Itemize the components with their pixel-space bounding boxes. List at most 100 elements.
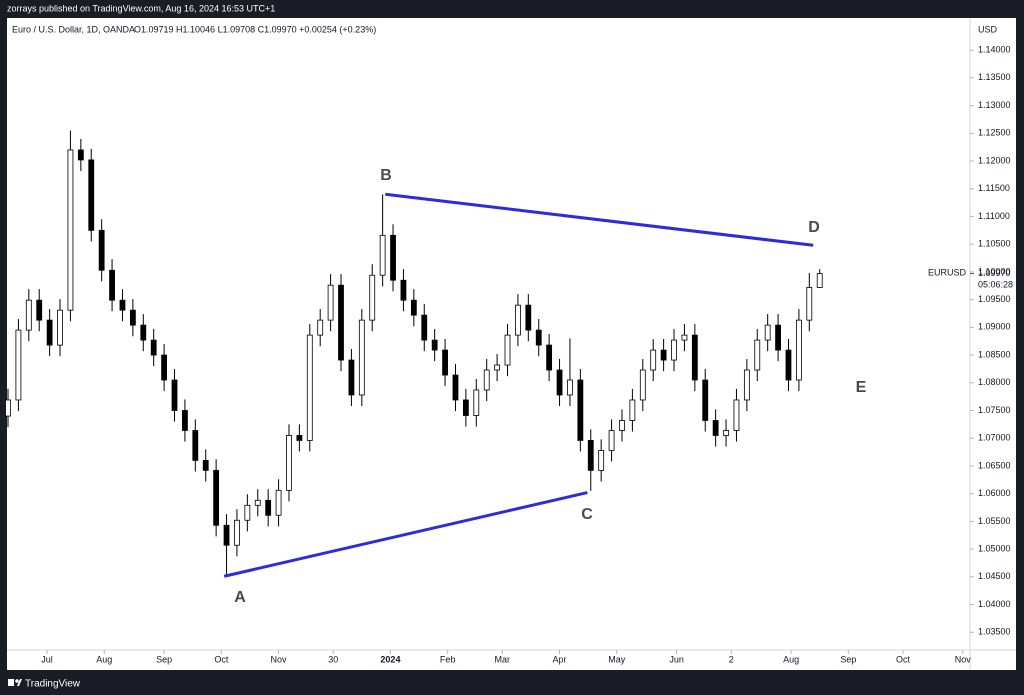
candle-body — [816, 273, 823, 288]
candle-body — [234, 519, 240, 546]
y-tick-label: 1.14000 — [978, 45, 1011, 55]
footer-brand: TradingView — [25, 679, 81, 690]
candle-body — [348, 359, 355, 396]
y-tick-label: 1.05000 — [978, 543, 1011, 553]
x-tick-label: 30 — [328, 654, 338, 664]
candle-body — [265, 499, 272, 516]
candle-body — [546, 344, 553, 371]
candle-body — [515, 304, 521, 336]
x-tick-label: Aug — [783, 654, 799, 664]
candle-body — [494, 364, 501, 371]
countdown: 05:06:28 — [978, 279, 1013, 289]
candle-body — [338, 284, 344, 361]
y-tick-label: 1.10000 — [978, 266, 1011, 276]
annotation: E — [856, 379, 867, 396]
x-tick-label: Oct — [896, 654, 911, 664]
candle-body — [88, 159, 95, 231]
candle-body — [504, 334, 511, 366]
annotation: C — [581, 506, 593, 523]
candle-body — [140, 324, 147, 341]
candle-body — [306, 334, 313, 441]
candle-body — [671, 339, 677, 361]
candle-body — [629, 399, 636, 421]
chart-title: Euro / U.S. Dollar, 1D, OANDA — [12, 24, 135, 34]
ohlc-legend: O1.09719 H1.10046 L1.09708 C1.09970 +0.0… — [134, 24, 376, 34]
candle-body — [286, 435, 292, 491]
candle-body — [254, 499, 261, 506]
candle-body — [473, 389, 480, 416]
trend-line — [223, 491, 588, 578]
candle-body — [681, 334, 688, 341]
candle-body — [358, 319, 365, 396]
candle-body — [390, 234, 396, 281]
y-tick-label: 1.05500 — [978, 516, 1011, 526]
x-tick-label: Sep — [156, 654, 172, 664]
candle-body — [244, 504, 251, 521]
candle-body — [275, 489, 282, 516]
candle-body — [483, 369, 490, 391]
candle-body — [327, 284, 334, 321]
candle-body — [733, 399, 740, 431]
y-tick-label: 1.07000 — [978, 433, 1011, 443]
candle-body — [712, 420, 719, 436]
candle-body — [223, 524, 230, 546]
candle-body — [161, 354, 167, 381]
candle-body — [57, 309, 63, 346]
candle-body — [462, 399, 469, 416]
y-tick-label: 1.06000 — [978, 488, 1011, 498]
candle-body — [119, 299, 126, 311]
y-tick-label: 1.11500 — [978, 183, 1010, 193]
y-tick-label: 1.09500 — [978, 294, 1011, 304]
x-tick-label: Sep — [840, 654, 856, 664]
x-tick-label: Nov — [271, 654, 288, 664]
x-tick-label: Oct — [214, 654, 229, 664]
candle-body — [77, 149, 84, 161]
candle-body — [36, 299, 43, 321]
candle-body — [660, 349, 667, 361]
annotation: A — [234, 589, 246, 606]
candle-body — [556, 369, 563, 396]
candle-body — [5, 399, 11, 417]
candle-body — [202, 459, 209, 471]
y-tick-label: 1.13000 — [978, 100, 1011, 110]
candle-body — [806, 287, 813, 321]
symbol-label: EURUSD — [928, 267, 967, 277]
trend-line — [385, 192, 814, 247]
publisher: zorrays published on TradingView.com, Au… — [7, 3, 275, 13]
candle-body — [129, 309, 136, 326]
y-tick-label: 1.08000 — [978, 377, 1011, 387]
candle-body — [192, 430, 199, 461]
candle-body — [317, 319, 324, 336]
candle-body — [379, 234, 386, 276]
x-tick-label: Jul — [41, 654, 53, 664]
logo — [8, 679, 22, 686]
candle-body — [608, 430, 615, 451]
x-tick-label: Jun — [669, 654, 684, 664]
last-price-label: 1.09970 — [978, 268, 1011, 278]
candle-body — [421, 314, 428, 341]
candle-body — [691, 334, 698, 381]
y-tick-label: 1.04000 — [978, 599, 1011, 609]
y-tick-label: 1.12000 — [978, 155, 1011, 165]
annotation: B — [380, 167, 392, 184]
candle-body — [369, 274, 376, 321]
candle-body — [182, 410, 188, 431]
y-tick-label: 1.03500 — [978, 627, 1011, 637]
candle-body — [619, 420, 625, 431]
candle-body — [400, 279, 407, 301]
candle-body — [785, 349, 792, 381]
y-tick-label: 1.04500 — [978, 571, 1011, 581]
annotation: D — [808, 219, 820, 236]
candle-body — [775, 324, 781, 351]
x-tick-label: Aug — [96, 654, 112, 664]
candle-body — [535, 329, 542, 346]
x-tick-label: Apr — [553, 654, 567, 664]
y-tick-label: 1.09000 — [978, 322, 1011, 332]
y-tick-label: 1.10500 — [978, 239, 1011, 249]
candle-body — [442, 349, 448, 376]
x-tick-label: 2 — [729, 654, 734, 664]
y-tick-label: 1.07500 — [978, 405, 1011, 415]
candle-body — [743, 369, 750, 401]
candle-body — [764, 324, 771, 341]
